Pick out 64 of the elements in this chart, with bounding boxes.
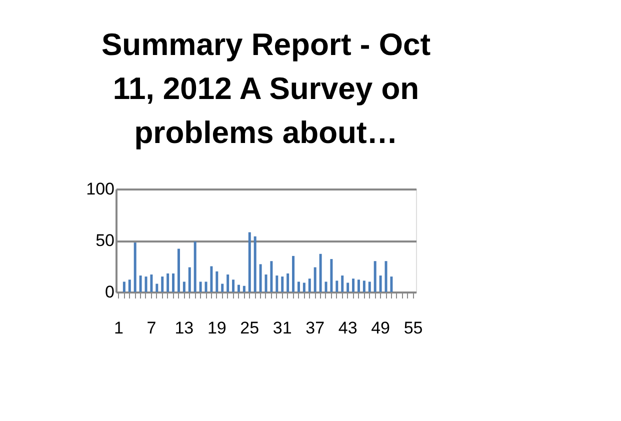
bar [172,273,175,292]
bar [357,280,360,292]
bar [210,266,213,292]
x-tick-label: 43 [338,318,358,338]
bar [199,282,202,292]
bar [221,284,224,292]
x-tick-label: 1 [114,318,124,338]
bar [122,282,126,292]
bar [232,280,235,292]
bar [276,276,278,292]
bar [216,271,218,292]
bar [144,276,148,292]
bar [270,261,273,292]
bar [374,261,376,292]
bar [308,278,311,292]
x-tick-label: 25 [240,318,260,338]
bar [156,284,158,292]
bar [242,286,246,292]
bar [390,276,393,292]
x-tick-label: 13 [174,318,194,338]
bar [330,259,333,292]
bar [237,284,240,292]
bar [182,282,186,292]
bar [336,280,338,292]
bar [292,256,295,292]
x-tick-label: 37 [306,318,325,338]
bar [368,282,371,292]
bar [324,282,328,292]
bar [281,276,284,292]
y-tick-label: 50 [96,231,114,250]
bar [286,273,290,292]
bar [254,236,256,292]
y-tick-label: 0 [105,282,114,302]
x-tick-label: 55 [404,318,423,338]
bar [297,282,300,292]
x-tick-label: 7 [146,318,156,338]
bar [352,278,355,292]
chart-title: Summary Report - Oct 11, 2012 A Survey on problems about… [101,27,431,150]
bar [150,274,153,292]
bar [161,276,164,292]
bar [346,282,350,292]
bar [314,267,316,292]
x-tick-label: 31 [272,318,292,338]
bar [166,273,170,292]
x-tick-label: 49 [371,318,390,338]
bar [302,282,306,292]
bar [264,274,268,292]
y-tick-label: 100 [86,180,114,198]
bar [204,282,208,292]
x-tick-label: 19 [207,318,226,338]
bar [259,264,262,292]
bar [188,267,191,292]
bar [134,242,136,292]
bar [226,274,230,292]
bar [341,276,344,292]
bar [379,276,382,292]
bar [362,280,366,292]
bar [248,232,251,292]
bar [177,248,180,292]
bar [194,242,196,292]
bar [384,261,388,292]
bar [128,280,131,292]
bar [319,254,322,292]
bar [139,276,142,292]
